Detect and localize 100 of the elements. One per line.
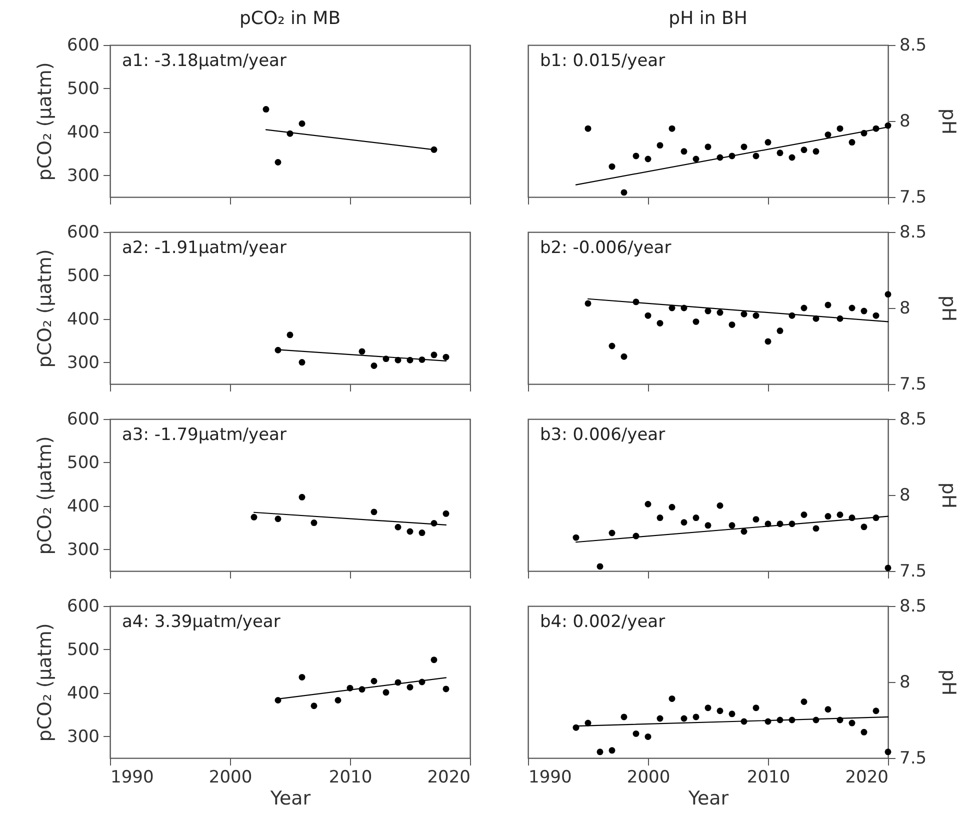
point (716, 502, 724, 509)
annotation: a2: -1.91μatm/year (122, 238, 286, 258)
point (740, 528, 748, 535)
point (860, 524, 868, 530)
annotation: a4: 3.39μatm/year (122, 612, 280, 632)
y2-tick-label: 8 (900, 112, 910, 132)
point (274, 516, 282, 522)
point (764, 139, 772, 146)
point (620, 353, 628, 360)
annotation: b2: -0.006/year (540, 238, 672, 258)
point (872, 312, 880, 319)
point (692, 156, 700, 162)
point (884, 291, 892, 298)
point (800, 304, 808, 312)
y2-tick-label: 8.5 (900, 410, 927, 430)
y-tick-label: 500 (67, 266, 100, 286)
point (644, 500, 652, 508)
annotation: a1: -3.18μatm/year (122, 51, 286, 71)
point (752, 312, 760, 319)
point (776, 328, 784, 334)
annotation: b3: 0.006/year (540, 425, 666, 445)
x-tick-label: 2000 (626, 768, 670, 788)
y-tick-label: 500 (67, 640, 100, 660)
annotation: a3: -1.79μatm/year (122, 425, 286, 445)
point (800, 146, 808, 154)
point (812, 525, 820, 532)
x-tick-label: 1990 (528, 768, 572, 788)
point (740, 144, 748, 150)
y-tick-label: 600 (67, 36, 100, 56)
y-tick-label: 400 (67, 496, 100, 516)
y2-axis-title: pH (938, 482, 960, 509)
point (442, 510, 450, 517)
point (608, 163, 616, 170)
point (298, 494, 306, 500)
point (632, 152, 640, 160)
point (274, 159, 282, 166)
point (298, 120, 306, 127)
point (584, 300, 592, 307)
y2-axis-title: pH (938, 295, 960, 322)
x-tick-label: 2000 (208, 768, 252, 788)
x-tick-label: 2010 (328, 768, 372, 788)
y-tick-label: 500 (67, 452, 100, 473)
y-tick-label: 600 (67, 596, 100, 616)
y-tick-label: 500 (67, 78, 100, 99)
annotation: b4: 0.002/year (540, 612, 666, 632)
y-tick-label: 600 (67, 222, 100, 242)
y-axis-title: pCO₂ (μatm) (34, 623, 56, 742)
y2-tick-label: 8.5 (900, 222, 927, 242)
point (608, 342, 616, 350)
y-tick-label: 400 (67, 122, 100, 142)
y-axis-title: pCO₂ (μatm) (34, 436, 56, 555)
x-tick-label: 2020 (427, 768, 470, 788)
x-tick-label: 2020 (845, 768, 888, 788)
point (430, 352, 438, 358)
point (848, 139, 856, 146)
y-tick-label: 300 (67, 166, 100, 186)
point (418, 530, 426, 536)
y-tick-label: 300 (67, 726, 100, 747)
y-axis-title: pCO₂ (μatm) (34, 62, 56, 181)
point (824, 131, 832, 138)
point (740, 310, 748, 318)
point (776, 150, 784, 156)
point (752, 152, 760, 160)
point (680, 519, 688, 526)
point (644, 312, 652, 319)
point (250, 514, 258, 520)
point (836, 512, 844, 518)
y2-tick-label: 8.5 (900, 36, 927, 56)
point (824, 513, 832, 520)
point (752, 516, 760, 523)
point (572, 534, 580, 541)
point (310, 520, 318, 526)
point (680, 148, 688, 155)
point (370, 508, 378, 516)
point (656, 320, 664, 326)
y2-tick-label: 7.5 (900, 562, 927, 582)
point (298, 359, 306, 366)
point (584, 125, 592, 132)
x-tick-label: 1990 (110, 768, 154, 788)
y-tick-label: 600 (67, 410, 100, 430)
x-tick-label: 2010 (746, 768, 790, 788)
point (764, 338, 772, 345)
point (884, 564, 892, 572)
y-tick-label: 300 (67, 540, 100, 560)
point (370, 362, 378, 369)
point (394, 524, 402, 530)
point (704, 144, 712, 150)
y2-tick-label: 7.5 (900, 188, 927, 208)
point (800, 512, 808, 518)
annotation: b1: 0.015/year (540, 51, 666, 71)
point (596, 563, 604, 570)
point (644, 156, 652, 162)
point (656, 514, 664, 522)
point (406, 528, 414, 535)
y2-axis-title: pH (938, 108, 960, 135)
y-tick-label: 400 (67, 309, 100, 330)
point (716, 309, 724, 316)
point (668, 125, 676, 132)
y-tick-label: 300 (67, 352, 100, 373)
point (620, 189, 628, 196)
